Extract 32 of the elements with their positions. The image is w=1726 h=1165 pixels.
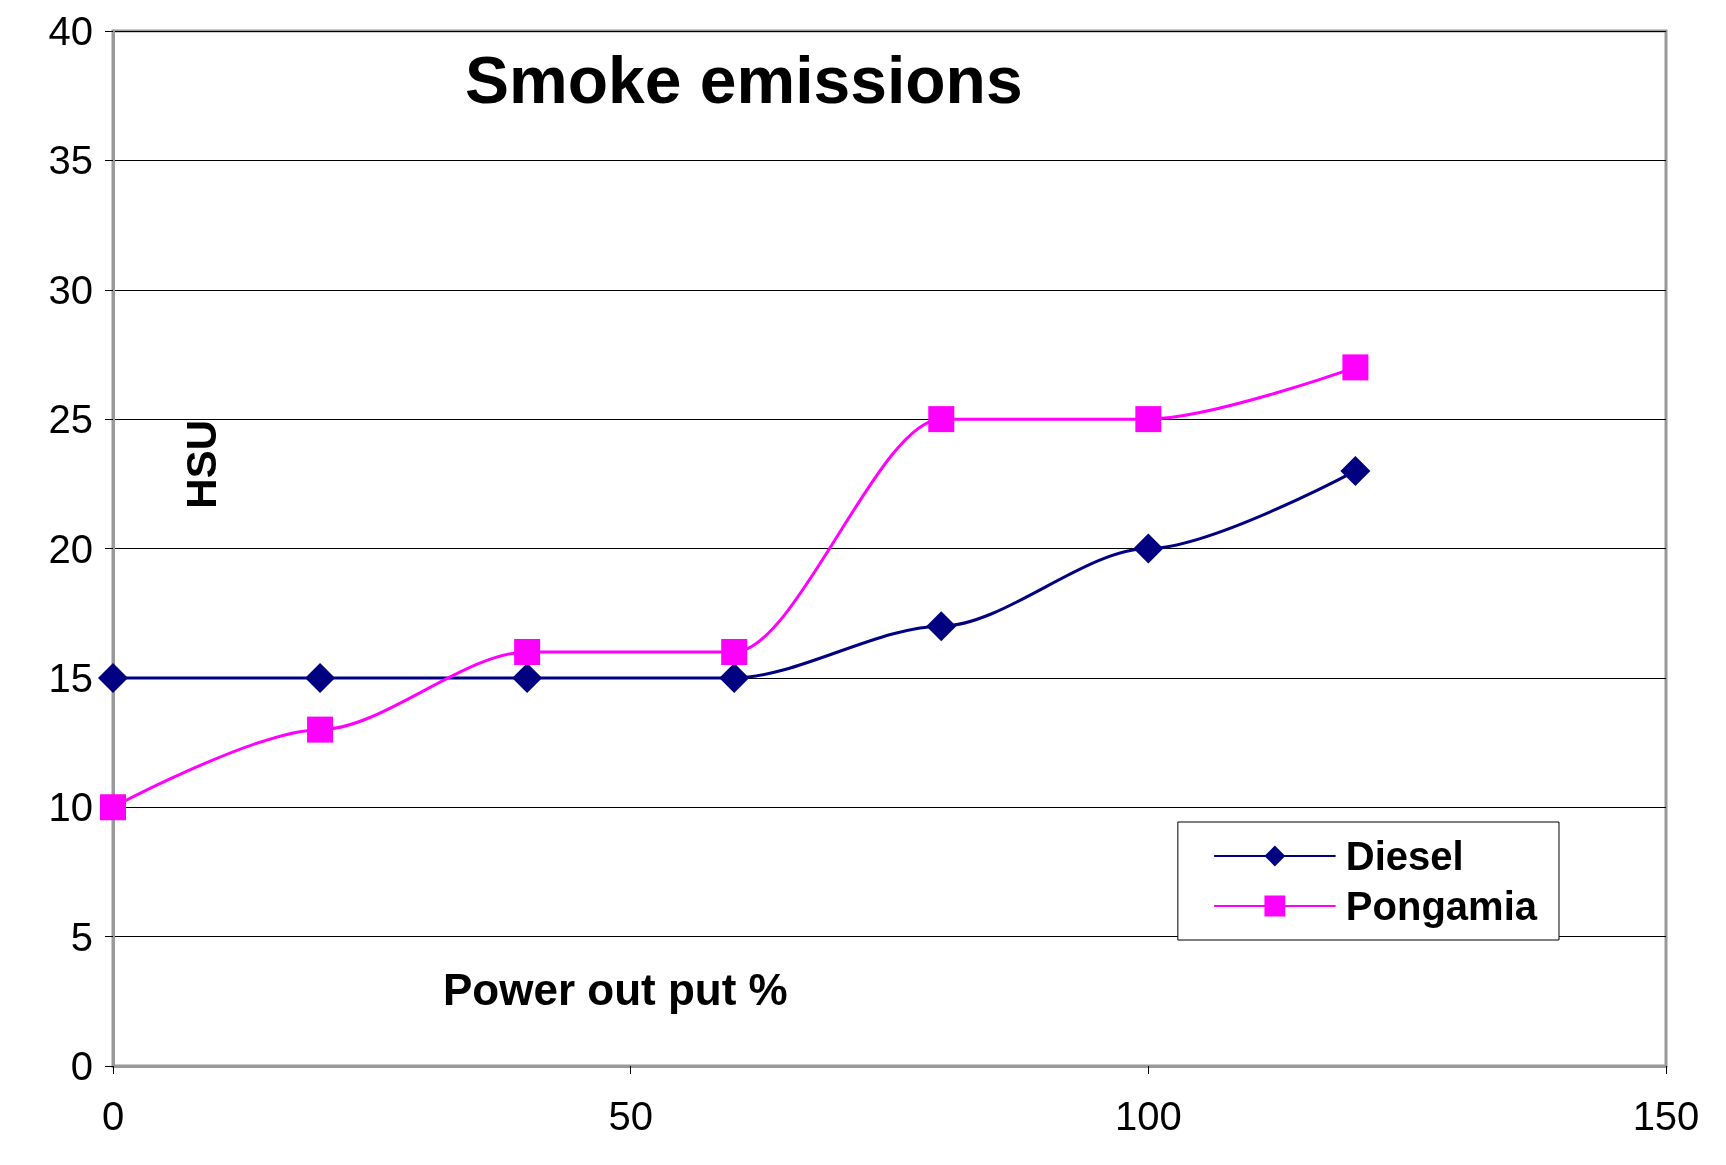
point: [100, 794, 126, 821]
point: [1342, 354, 1369, 381]
y-tick-label: 30: [48, 267, 93, 312]
point: [98, 662, 128, 693]
y-tick-label: 0: [70, 1044, 93, 1088]
x-tick-label: 150: [1632, 1094, 1700, 1138]
point: [926, 611, 957, 642]
y-tick-label: 20: [48, 526, 93, 571]
y-tick-label: 15: [48, 655, 93, 700]
y-tick-label: 10: [48, 785, 93, 830]
x-tick-label: 100: [1114, 1094, 1182, 1138]
y-tick-label: 35: [48, 138, 93, 183]
point: [307, 716, 334, 743]
point: [1340, 455, 1371, 486]
x-tick-label: 0: [101, 1094, 125, 1138]
point: [1133, 533, 1164, 564]
x-tick-label: 50: [608, 1094, 653, 1138]
x-axis-title: Power out put %: [443, 964, 788, 1014]
y-tick-label: 25: [48, 397, 93, 442]
point: [719, 662, 750, 693]
y-tick-label: 40: [48, 9, 93, 53]
legend-label: Pongamia: [1345, 884, 1538, 928]
y-tick-label: 5: [70, 914, 93, 959]
point: [1135, 406, 1162, 433]
point: [305, 662, 336, 693]
point: [512, 662, 543, 693]
legend-label: Diesel: [1345, 834, 1464, 878]
chart-title: Smoke emissions: [465, 43, 1023, 117]
point: [928, 406, 955, 433]
point: [514, 639, 541, 665]
y-axis-title: HSU: [177, 419, 225, 509]
point: [721, 639, 748, 665]
